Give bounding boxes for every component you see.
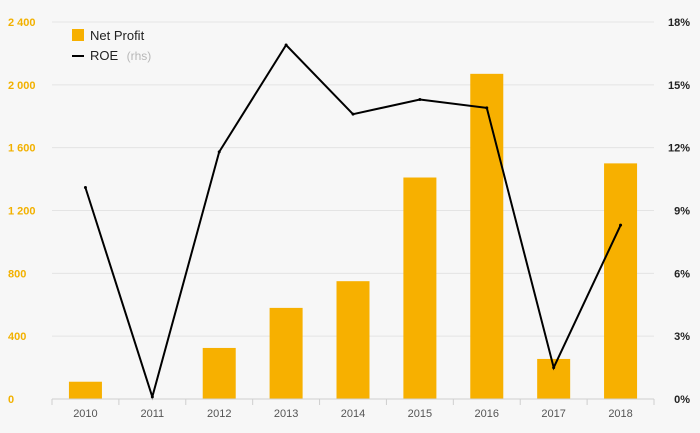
x-tick-label: 2014 — [341, 408, 365, 420]
bar-net-profit — [68, 381, 102, 399]
x-tick-label: 2012 — [207, 408, 231, 420]
x-tick-label: 2013 — [274, 408, 298, 420]
x-tick-label: 2016 — [475, 408, 499, 420]
legend-swatch-net-profit — [72, 29, 84, 41]
axes: 0 0% 400 3% 800 6% 1 200 9% 1 600 12% 2 000 15% 2 40… — [8, 17, 690, 420]
legend-label-net-profit: Net Profit — [90, 28, 145, 43]
roe-line-layer — [83, 43, 623, 401]
legend-roe-rhs: (rhs) — [127, 49, 152, 63]
point-roe — [485, 106, 489, 110]
point-roe — [351, 112, 355, 116]
bar-net-profit — [202, 347, 236, 399]
legend-label-roe: ROE (rhs) — [90, 47, 151, 64]
y-right-tick-label: 15% — [668, 80, 690, 92]
net-profit-bars — [68, 73, 638, 400]
point-roe — [619, 223, 623, 227]
y-left-tick-label: 2 000 — [8, 80, 36, 92]
point-roe — [217, 150, 221, 154]
x-tick-label: 2015 — [408, 408, 432, 420]
bar-net-profit — [470, 73, 504, 400]
y-left-tick-label: 1 600 — [8, 143, 36, 155]
y-right-tick-label: 9% — [674, 206, 690, 218]
grid — [52, 21, 654, 337]
y-right-tick-label: 18% — [668, 17, 690, 29]
bar-net-profit — [336, 281, 370, 399]
y-right-tick-label: 12% — [668, 143, 690, 155]
y-left-tick-label: 2 400 — [8, 17, 36, 29]
y-right-tick-label: 3% — [674, 331, 690, 343]
y-left-tick-label: 800 — [8, 268, 26, 280]
bar-net-profit — [604, 163, 638, 399]
y-right-tick-label: 0% — [674, 394, 690, 406]
y-left-tick-label: 400 — [8, 331, 26, 343]
point-roe — [284, 43, 288, 47]
bar-net-profit — [403, 177, 437, 399]
y-left-tick-label: 1 200 — [8, 206, 36, 218]
point-roe — [83, 185, 87, 189]
x-tick-label: 2017 — [541, 408, 565, 420]
x-tick-label: 2010 — [73, 408, 97, 420]
x-tick-label: 2018 — [608, 408, 632, 420]
point-roe — [418, 97, 422, 101]
y-left-tick-label: 0 — [8, 394, 14, 406]
y-right-tick-label: 6% — [674, 268, 690, 280]
legend: Net Profit ROE (rhs) — [72, 28, 151, 64]
x-tick-label: 2011 — [141, 408, 165, 420]
legend-roe-name: ROE — [90, 48, 119, 63]
point-roe — [150, 395, 154, 399]
bar-net-profit — [269, 307, 303, 399]
point-roe — [552, 366, 556, 370]
